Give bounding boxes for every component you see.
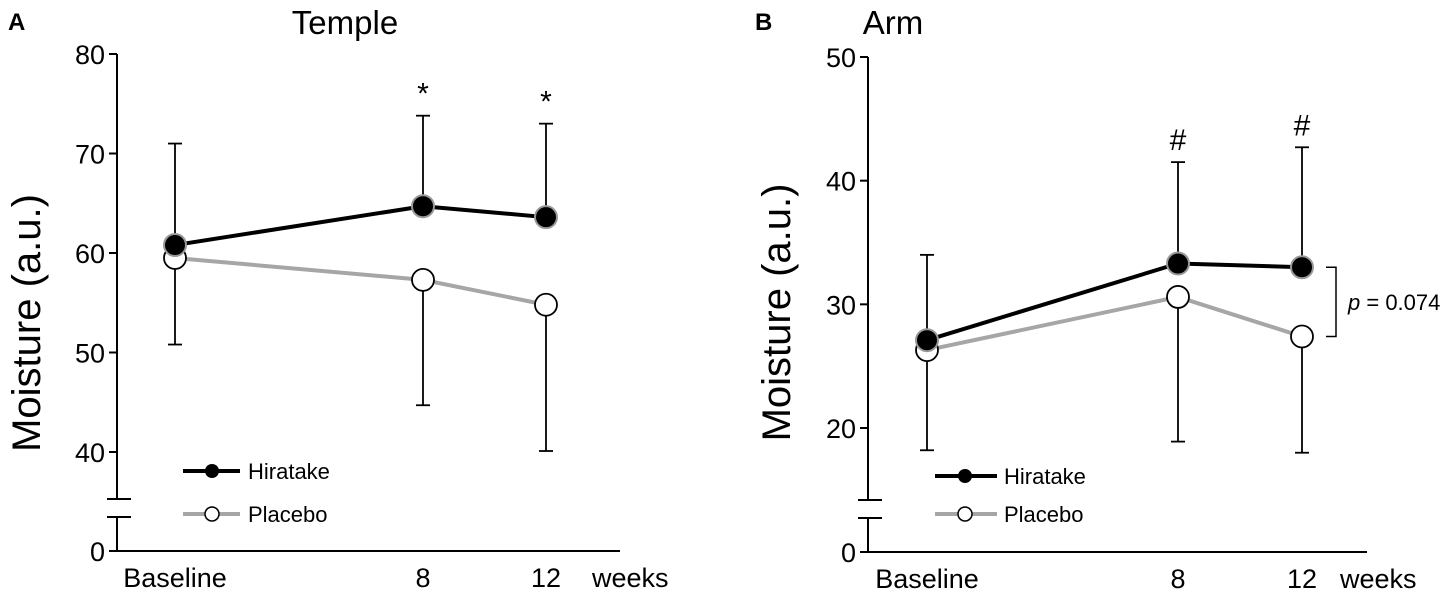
legend-label: Hiratake: [1004, 464, 1086, 489]
y-tick-label: 50: [826, 43, 856, 73]
series-line-hiratake: [926, 261, 1303, 343]
chart-title: Temple: [292, 4, 398, 41]
y-tick-label: 0: [841, 538, 856, 568]
data-point-hiratake: [163, 233, 187, 258]
x-tick-label: 12: [531, 563, 561, 593]
x-axis-label: weeks: [1339, 564, 1417, 594]
x-tick-label: 12: [1287, 564, 1317, 594]
x-tick-label: Baseline: [875, 564, 979, 594]
significance-bracket: [1326, 266, 1337, 338]
y-tick-label: 40: [75, 438, 105, 468]
x-tick-label: 8: [415, 563, 430, 593]
x-tick-label: 8: [1170, 564, 1185, 594]
p-value: = 0.074: [1360, 290, 1440, 315]
data-point-hiratake: [1166, 251, 1190, 276]
panel-a: A Temple Moisture (a.u.) 0 40 50 60 70 80 Baselin…: [5, 4, 669, 593]
data-point-hiratake: [1290, 255, 1314, 280]
significance-marker: *: [417, 78, 429, 111]
y-tick-label: 70: [75, 140, 105, 170]
significance-marker: #: [1170, 124, 1187, 157]
p-symbol: p: [1347, 290, 1360, 315]
panel-b: B Arm Moisture (a.u.) 0 20 30 40 50 Baseline 8 12 w…: [755, 4, 1440, 594]
legend-marker-hiratake: [958, 469, 972, 483]
data-point-hiratake: [411, 194, 435, 219]
chart-title: Arm: [863, 4, 924, 41]
legend-marker-hiratake: [205, 464, 219, 478]
x-tick-label: Baseline: [123, 563, 227, 593]
significance-marker: #: [1294, 109, 1311, 142]
series-line-hiratake: [174, 204, 547, 248]
series-line-placebo: [174, 255, 547, 307]
y-axis-label: Moisture (a.u.): [755, 184, 799, 442]
y-tick-label: 20: [826, 414, 856, 444]
y-tick-label: 40: [826, 167, 856, 197]
y-tick-label: 60: [75, 239, 105, 269]
y-tick-label: 80: [75, 40, 105, 70]
data-point-placebo: [1166, 285, 1190, 309]
y-tick-label: 30: [826, 290, 856, 320]
legend-label: Hiratake: [248, 459, 330, 484]
panel-label: B: [755, 9, 772, 36]
data-point-hiratake: [915, 328, 939, 353]
significance-marker: *: [540, 86, 552, 119]
data-point-placebo: [534, 292, 558, 317]
legend-label: Placebo: [248, 502, 328, 527]
x-axis-label: weeks: [591, 563, 669, 593]
legend-marker-placebo: [204, 506, 220, 522]
p-value-label: p = 0.074: [1347, 290, 1440, 315]
y-tick-label: 0: [90, 537, 105, 567]
data-point-placebo: [1290, 324, 1314, 349]
y-tick-label: 50: [75, 339, 105, 369]
legend-marker-placebo: [957, 506, 973, 522]
y-axis-label: Moisture (a.u.): [5, 194, 49, 452]
legend-label: Placebo: [1004, 502, 1084, 527]
data-point-hiratake: [534, 205, 558, 230]
data-point-placebo: [411, 267, 435, 292]
panel-label: A: [8, 9, 25, 36]
